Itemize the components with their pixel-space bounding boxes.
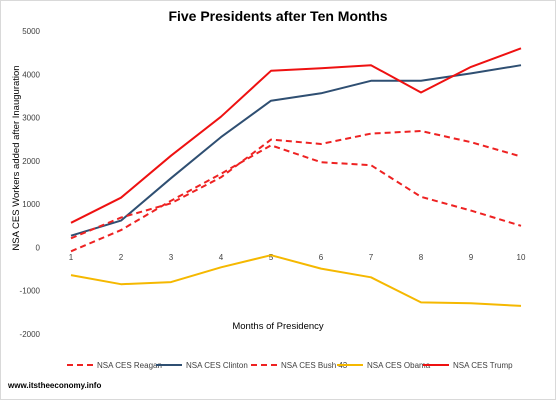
y-tick-label: 3000 — [22, 114, 40, 123]
legend-label-nsa-ces-bush-43: NSA CES Bush 43 — [281, 361, 348, 370]
series-line-nsa-ces-bush-43 — [70, 130, 522, 240]
y-tick-label: 4000 — [22, 70, 40, 79]
x-tick-label: 2 — [119, 253, 124, 262]
series-line-nsa-ces-obama — [70, 254, 522, 307]
x-tick-label: 1 — [69, 253, 74, 262]
x-tick-label: 8 — [419, 253, 424, 262]
x-tick-label: 10 — [517, 253, 526, 262]
y-tick-label: 2000 — [22, 157, 40, 166]
y-tick-label: 1000 — [22, 200, 40, 209]
series-line-nsa-ces-trump — [70, 47, 522, 224]
series-line-nsa-ces-clinton — [70, 64, 522, 237]
x-tick-label: 6 — [319, 253, 324, 262]
y-tick-label: 0 — [36, 243, 41, 252]
y-axis-title: NSA CES Workers added after Inauguration — [11, 65, 22, 250]
series-line-nsa-ces-reagan — [70, 144, 522, 253]
y-tick-label: 5000 — [22, 27, 40, 36]
x-tick-label: 3 — [169, 253, 174, 262]
y-axis-ticks: 5000 4000 3000 2000 1000 0 -1000 -2000 — [20, 27, 41, 339]
x-axis-title: Months of Presidency — [232, 321, 324, 332]
x-tick-label: 9 — [469, 253, 474, 262]
chart-title: Five Presidents after Ten Months — [168, 8, 387, 24]
legend-label-nsa-ces-obama: NSA CES Obama — [367, 361, 431, 370]
series-lines — [70, 47, 522, 307]
y-tick-label: -1000 — [20, 287, 41, 296]
x-tick-label: 7 — [369, 253, 374, 262]
legend-label-nsa-ces-clinton: NSA CES Clinton — [186, 361, 248, 370]
legend-label-nsa-ces-trump: NSA CES Trump — [453, 361, 513, 370]
website-footer: www.itstheeconomy.info — [7, 381, 101, 390]
legend: NSA CES Reagan NSA CES Clinton NSA CES Bus… — [67, 361, 513, 370]
legend-label-nsa-ces-reagan: NSA CES Reagan — [97, 361, 162, 370]
x-axis-ticks: 1 2 3 4 5 6 7 8 9 10 — [69, 253, 526, 262]
y-tick-label: -2000 — [20, 330, 41, 339]
x-tick-label: 4 — [219, 253, 224, 262]
x-tick-label: 5 — [269, 253, 274, 262]
